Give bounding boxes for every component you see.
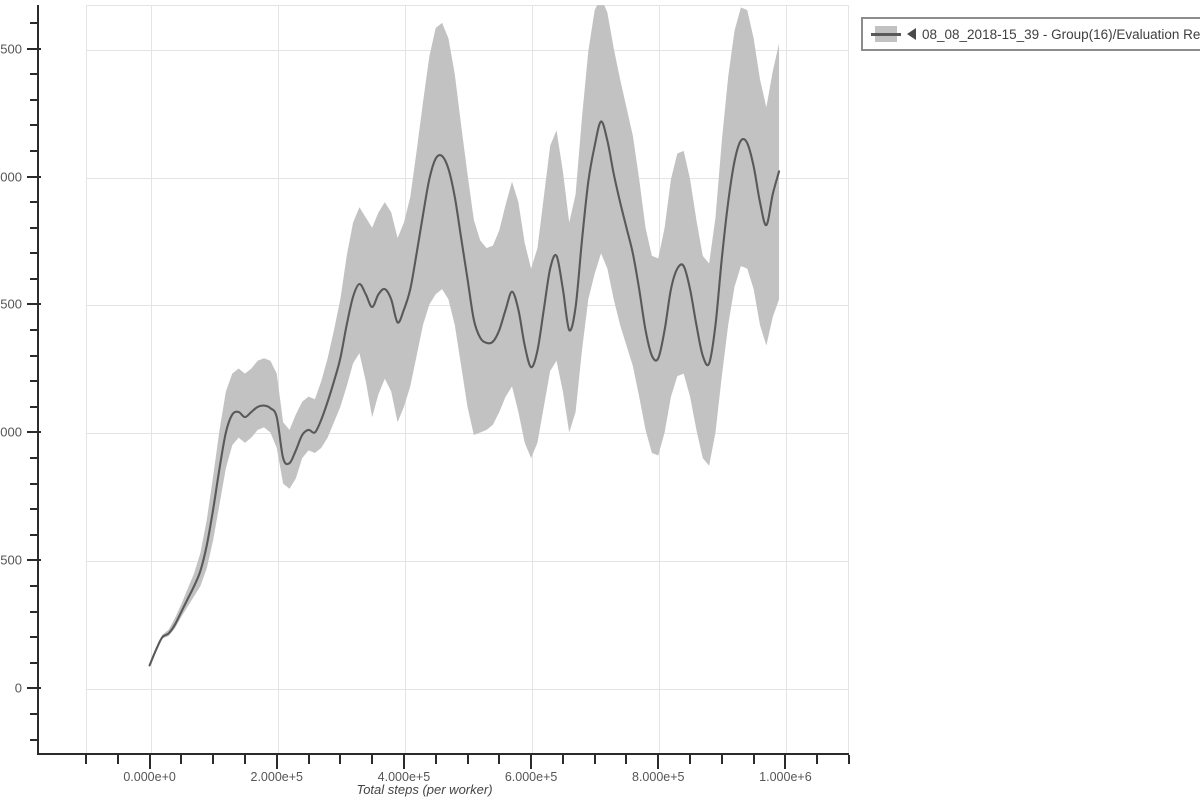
x-axis-spine [37,753,849,755]
x-minor-tick [85,755,87,764]
x-major-tick [148,755,151,769]
x-minor-tick [848,755,850,764]
y-minor-tick [30,508,39,511]
x-minor-tick [720,755,723,764]
x-minor-tick [752,755,755,764]
x-minor-tick [816,755,819,764]
y-minor-tick [30,21,39,24]
x-tick-label: 6.000e+5 [504,770,558,784]
y-minor-tick [30,482,39,485]
y-major-tick [27,687,41,690]
legend-swatch-icon [871,26,901,42]
y-tick-label: 500 [0,552,22,568]
series-data-layer [148,5,781,667]
x-minor-tick [116,755,119,764]
x-minor-tick [689,755,692,764]
y-gridline [87,689,848,691]
y-minor-tick [30,149,39,152]
x-major-tick [402,755,405,769]
y-minor-tick [30,585,39,588]
y-tick-label: 1000 [0,424,22,440]
x-minor-tick [434,755,437,764]
x-tick-label: 4.000e+5 [377,770,431,784]
y-minor-tick [30,636,39,639]
x-major-tick [530,755,533,769]
x-gridline [150,6,152,754]
x-tick-label: 0.000e+0 [123,770,176,784]
y-minor-tick [30,252,39,255]
x-tick-label: 2.000e+5 [250,770,303,784]
y-minor-tick [30,457,39,460]
y-minor-tick [30,405,39,408]
y-minor-tick [30,277,39,280]
x-gridline [786,6,788,754]
y-minor-tick [30,738,39,741]
x-minor-tick [593,755,596,764]
x-tick-label: 1.000e+6 [759,770,812,784]
y-minor-tick [30,98,39,101]
x-major-tick [657,755,660,769]
x-minor-tick [466,755,469,764]
y-minor-tick [30,124,39,127]
x-tick-label: 8.000e+5 [632,770,685,784]
y-tick-label: 2500 [0,41,22,56]
y-tick-label: 2000 [0,169,22,184]
y-minor-tick [30,226,39,229]
y-gridline [87,433,848,435]
y-gridline [87,49,848,51]
y-minor-tick [30,610,39,613]
legend-entry-label: 08_08_2018-15_39 - Group(16)/Evaluation … [922,26,1200,42]
legend[interactable]: 08_08_2018-15_39 - Group(16)/Evaluation … [861,17,1200,51]
x-minor-tick [371,755,374,764]
x-axis-title: Total steps (per worker) [356,782,493,797]
y-major-tick [27,431,41,434]
y-minor-tick [30,201,39,204]
y-minor-tick [30,380,39,383]
mean-line [148,120,781,667]
y-major-tick [27,559,41,562]
y-minor-tick [30,713,39,716]
y-major-tick [27,47,41,50]
y-tick-label: 1500 [0,296,22,312]
x-minor-tick [561,755,564,764]
left-triangle-marker-icon [907,28,916,40]
y-tick-label: 0 [14,680,22,696]
x-gridline [277,6,279,754]
y-major-tick [27,303,41,306]
x-minor-tick [498,755,501,764]
x-minor-tick [625,755,628,764]
confidence-band [149,5,780,666]
x-minor-tick [307,755,310,764]
y-axis-spine [37,5,39,755]
y-minor-tick [30,73,39,76]
x-minor-tick [339,755,342,764]
y-minor-tick [30,329,39,332]
y-gridline [87,561,848,563]
y-major-tick [27,175,41,178]
x-minor-tick [243,755,246,764]
y-minor-tick [30,354,39,357]
x-minor-tick [180,755,183,764]
y-minor-tick [30,661,39,664]
x-major-tick [784,755,787,769]
y-minor-tick [30,533,39,536]
x-major-tick [275,755,278,769]
x-minor-tick [212,755,215,764]
